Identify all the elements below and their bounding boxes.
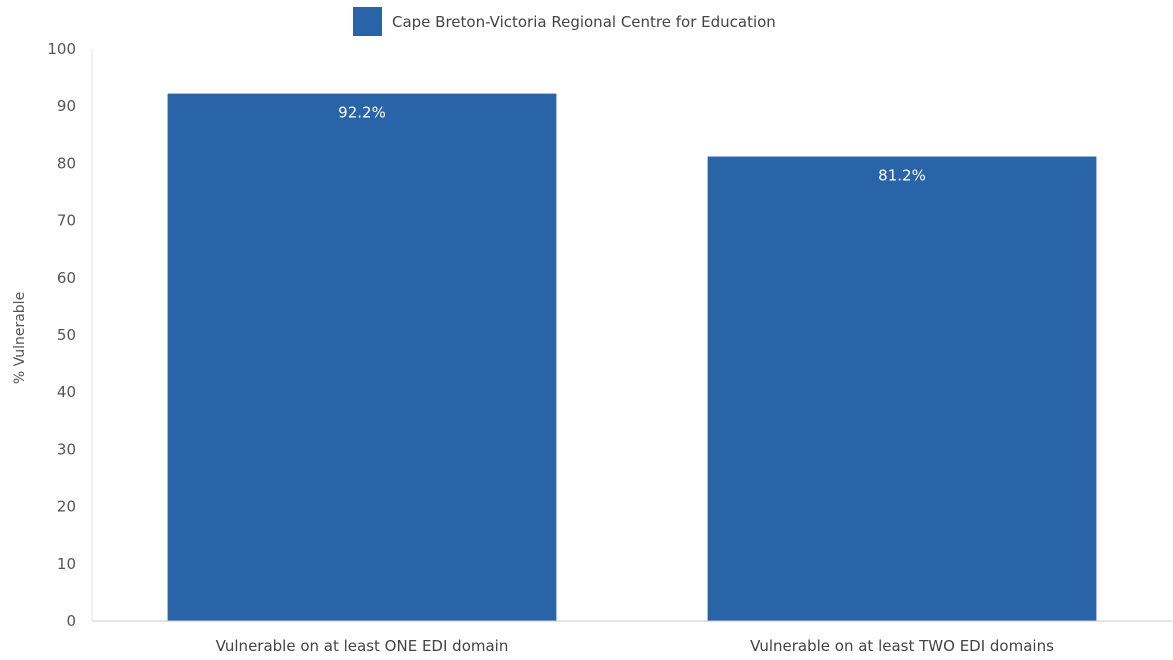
x-tick-label: Vulnerable on at least ONE EDI domain <box>216 637 509 655</box>
x-axis-ticks: Vulnerable on at least ONE EDI domain Vul… <box>216 637 1054 655</box>
bar-data-label: 81.2% <box>878 167 926 185</box>
y-tick-label: 40 <box>57 383 76 401</box>
y-tick-label: 0 <box>66 612 76 630</box>
legend-swatch <box>353 7 382 36</box>
y-axis-ticks: 0 10 20 30 40 50 60 70 80 90 100 <box>47 40 76 630</box>
bar <box>707 156 1097 621</box>
legend-label: Cape Breton-Victoria Regional Centre for… <box>392 13 776 31</box>
y-tick-label: 50 <box>57 326 76 344</box>
bar <box>167 93 557 622</box>
y-tick-label: 70 <box>57 212 76 230</box>
y-tick-label: 100 <box>47 40 76 58</box>
y-axis-label: % Vulnerable <box>12 292 28 384</box>
x-tick-label: Vulnerable on at least TWO EDI domains <box>750 637 1054 655</box>
y-tick-label: 10 <box>57 555 76 573</box>
legend: Cape Breton-Victoria Regional Centre for… <box>353 7 776 36</box>
y-tick-label: 80 <box>57 154 76 172</box>
y-tick-label: 30 <box>57 440 76 458</box>
y-tick-label: 90 <box>57 97 76 115</box>
y-tick-label: 60 <box>57 269 76 287</box>
bars: 92.2% 81.2% <box>167 93 1097 622</box>
y-tick-label: 20 <box>57 498 76 516</box>
bar-data-label: 92.2% <box>338 104 386 122</box>
